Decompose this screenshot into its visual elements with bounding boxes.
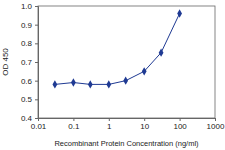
y-tick-label: 0.6	[21, 77, 33, 86]
x-axis-line	[39, 119, 216, 122]
x-tick-label: 0.01	[31, 122, 47, 131]
y-tick-mark	[35, 118, 38, 119]
x-tick-label: 0.1	[68, 122, 80, 131]
y-tick: 1.0	[21, 2, 38, 11]
point	[52, 80, 57, 88]
y-tick-label: 0.5	[21, 95, 33, 104]
x-tick-mark	[215, 118, 216, 121]
y-tick-mark	[35, 6, 38, 7]
point	[71, 78, 76, 86]
point	[106, 80, 111, 88]
x-tick-label: 1	[107, 122, 112, 131]
x-tick: 10	[140, 118, 149, 131]
y-tick-mark	[35, 62, 38, 63]
x-tick-label: 1000	[207, 122, 225, 131]
y-tick-label: 0.7	[21, 58, 33, 67]
chart: 0.01 0.1 1 10 100 1000 0.4 0.5 0.6 0.7 0.8 0.9 1.0 Re…	[0, 0, 225, 150]
y-tick: 0.6	[21, 77, 38, 86]
x-tick: 100	[173, 118, 187, 131]
y-tick: 0.9	[21, 21, 38, 30]
y-tick-mark	[35, 25, 38, 26]
y-axis-line	[35, 7, 39, 119]
x-tick-mark	[109, 118, 110, 121]
y-axis-title: OD 450	[1, 48, 10, 76]
y-tick-label: 0.8	[21, 39, 33, 48]
y-tick-mark	[35, 43, 38, 44]
x-tick-mark	[180, 118, 181, 121]
series	[52, 9, 182, 88]
x-tick: 1	[107, 118, 112, 131]
point	[123, 77, 128, 85]
x-axis-title: Recombinant Protein Concentration (ng/ml…	[54, 139, 199, 148]
x-tick-mark	[144, 118, 145, 121]
y-tick: 0.4	[21, 114, 38, 123]
x-tick-label: 100	[173, 122, 187, 131]
point	[177, 9, 182, 17]
y-tick-label: 1.0	[21, 2, 33, 11]
x-tick-label: 10	[140, 122, 149, 131]
point	[159, 49, 164, 57]
y-tick: 0.7	[21, 58, 38, 67]
x-tick: 0.1	[68, 118, 80, 131]
y-tick: 0.8	[21, 39, 38, 48]
line	[55, 13, 180, 84]
y-tick-mark	[35, 99, 38, 100]
point	[88, 80, 93, 88]
y-tick-mark	[35, 81, 38, 82]
y-tick-label: 0.4	[21, 114, 33, 123]
x-tick-mark	[73, 118, 74, 121]
plot: 0.01 0.1 1 10 100 1000 0.4 0.5 0.6 0.7 0.8 0.9 1.0	[21, 2, 225, 131]
y-tick-label: 0.9	[21, 21, 33, 30]
point	[142, 67, 147, 75]
x-tick: 1000	[207, 118, 225, 131]
plot-frame	[38, 6, 215, 118]
y-axis: 0.4 0.5 0.6 0.7 0.8 0.9 1.0	[21, 2, 39, 123]
x-tick: 0.01	[31, 118, 47, 131]
y-tick: 0.5	[21, 95, 38, 104]
x-axis: 0.01 0.1 1 10 100 1000	[31, 118, 225, 131]
